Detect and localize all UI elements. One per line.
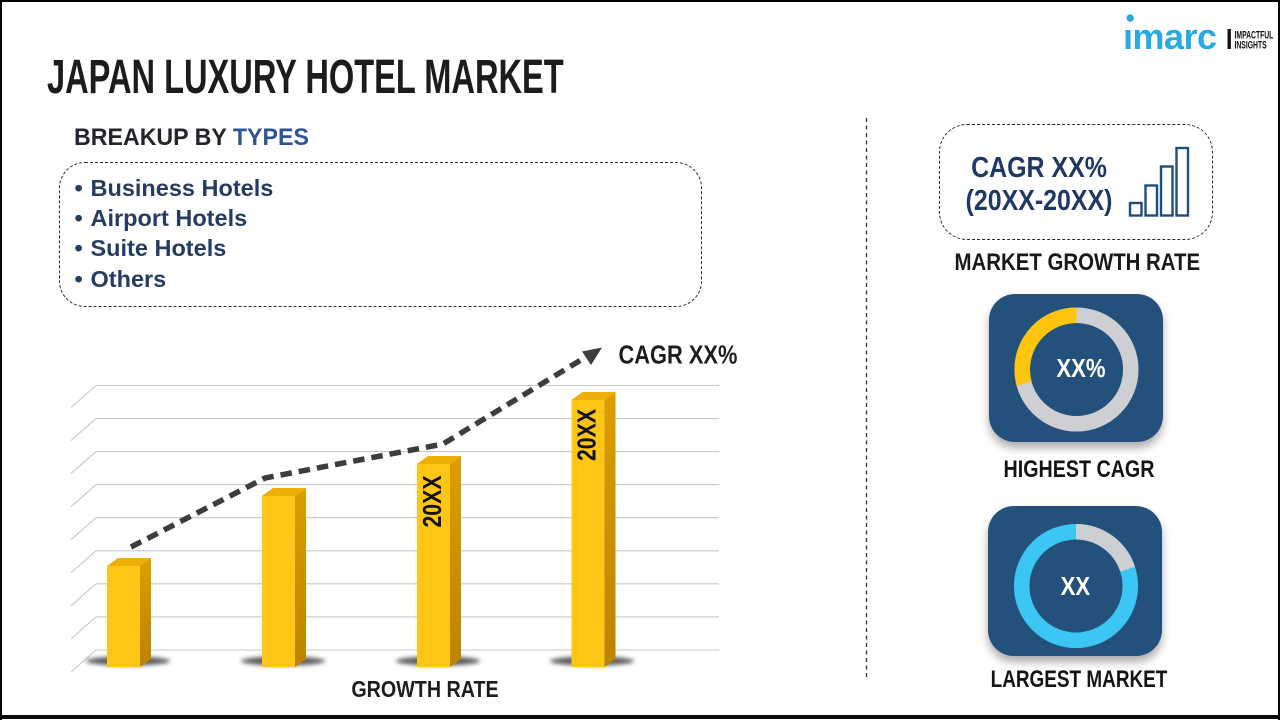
- svg-text:20XX: 20XX: [418, 475, 448, 527]
- svg-text:INSIGHTS: INSIGHTS: [1235, 39, 1267, 51]
- svg-text:ımarc: ımarc: [1123, 16, 1217, 52]
- svg-text:GROWTH RATE: GROWTH RATE: [351, 676, 498, 702]
- svg-text:20XX: 20XX: [573, 409, 603, 461]
- svg-text:IMPACTFUL: IMPACTFUL: [1235, 29, 1274, 41]
- svg-text:CAGR XX%: CAGR XX%: [619, 341, 738, 370]
